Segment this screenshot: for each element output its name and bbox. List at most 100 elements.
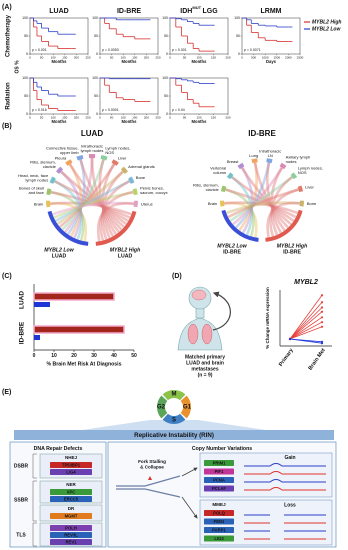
expression-point <box>320 306 324 309</box>
site-arc <box>133 200 138 208</box>
gene-badge <box>204 535 234 542</box>
y-tick-label: 50 <box>94 34 98 38</box>
neck <box>195 307 205 319</box>
bracket <box>32 453 37 479</box>
x-tick-label: 50 <box>40 115 44 119</box>
site-label: NOS <box>298 170 307 175</box>
expression-line <box>289 295 323 340</box>
chord-ribbon <box>225 188 297 219</box>
expression-line <box>289 321 323 340</box>
x-tick-label: 30 <box>91 353 97 359</box>
x-tick-label: 100 <box>51 55 56 59</box>
expression-line <box>289 311 323 340</box>
y-tick-label: 100 <box>162 76 168 80</box>
chord-ribbon <box>64 157 94 234</box>
y-tick-label: 50 <box>94 94 98 98</box>
group-label: DR <box>68 506 75 511</box>
chord-ribbon <box>53 179 130 223</box>
gene-badge <box>204 527 234 533</box>
x-tick-label: 150 <box>62 115 67 119</box>
lung <box>187 323 199 345</box>
chord-title: ID-BRE <box>248 129 276 138</box>
cycle-phase <box>157 395 168 419</box>
bracket <box>32 522 37 547</box>
panel-label: (B) <box>2 123 12 130</box>
low-arc <box>47 210 89 246</box>
site-arc <box>290 172 298 180</box>
expression-point <box>320 342 324 345</box>
site-label: Brain <box>208 201 217 206</box>
chord-ribbon <box>232 166 284 226</box>
site-label: Ribs, sternum, <box>193 182 219 187</box>
gene-badge <box>50 489 92 495</box>
gene-badge <box>50 462 92 468</box>
y-axis-title: % Change mRNA expression <box>265 287 270 349</box>
title-part: ID-BRE <box>117 8 141 15</box>
x-tick-label: 50 <box>110 55 114 59</box>
x-tick-label: 200 <box>225 115 230 119</box>
chord-ribbon <box>229 175 294 222</box>
x-tick-label: 0 <box>33 353 36 359</box>
p-value: p = 0.0071 <box>244 48 261 52</box>
chord-ribbon <box>52 201 134 216</box>
y-tick-label: 0 <box>26 52 28 56</box>
gene-label: PIF1 <box>215 469 225 474</box>
site-arc <box>76 154 84 161</box>
x-tick-label: 0 <box>241 55 243 59</box>
gene-label: PARP1 <box>212 527 226 532</box>
low-arc <box>221 209 259 242</box>
x-tick-label: 150 <box>211 115 216 119</box>
x-tick-label: 250 <box>85 115 90 119</box>
chord-ribbon <box>96 202 134 242</box>
gene-badge <box>50 469 92 475</box>
category-label: LUAD <box>19 291 26 309</box>
arrow <box>181 496 198 519</box>
chord-ribbon <box>266 201 300 238</box>
x-tick-label: 100 <box>196 55 201 59</box>
gene-badge <box>204 468 234 475</box>
gene-badge <box>50 532 92 538</box>
chord-ribbon <box>66 159 86 236</box>
y-tick-label: 100 <box>92 16 98 20</box>
category-label: ID-BRE <box>19 321 26 344</box>
x-tick-label: 100 <box>121 55 126 59</box>
x-axis-title: Months <box>122 119 138 124</box>
x-tick-label: 250 <box>155 115 160 119</box>
gene-label: XPC <box>67 489 76 494</box>
chord-title: LUAD <box>81 129 103 138</box>
site-label: NOS <box>105 150 114 155</box>
site-label: Brain <box>34 201 43 206</box>
expression-line <box>289 316 323 340</box>
y-tick-label: 100 <box>22 16 28 20</box>
gene-label: MGMT <box>65 513 78 518</box>
x-tick-label: 150 <box>132 115 137 119</box>
x-tick-label: 0 <box>29 115 31 119</box>
gene-label: LIG4 <box>66 469 76 474</box>
fork-label: Fork Stalling <box>138 459 166 464</box>
p-value: p = 0.001 <box>172 48 187 52</box>
chord-ribbon <box>230 175 295 222</box>
row-label: Chemotherapy <box>6 14 12 57</box>
cycle-phase <box>180 395 191 419</box>
cycle-phase <box>162 413 186 424</box>
x-tick-label: Brain Met <box>308 347 327 371</box>
expression-line <box>289 307 323 340</box>
group-label: NER <box>66 482 76 487</box>
site-label: Intrathoracic <box>259 148 281 153</box>
gene-badge <box>204 510 234 516</box>
site-label: Uterus <box>141 201 153 206</box>
title-part: LUAD <box>49 8 68 15</box>
panel-label: (C) <box>2 273 12 280</box>
chord-ribbon <box>61 159 105 231</box>
y-tick-label: 100 <box>92 76 98 80</box>
banner-label: Replicative Instability (RIN) <box>134 432 214 439</box>
chromosome <box>244 479 326 483</box>
x-axis-title: Days <box>266 59 277 64</box>
x-tick-label: 0 <box>99 115 101 119</box>
site-label: upper limb <box>60 150 79 155</box>
expression-point <box>320 294 324 297</box>
bar <box>34 302 50 307</box>
cycle-phase <box>162 390 186 401</box>
chord-ribbon <box>50 190 85 241</box>
